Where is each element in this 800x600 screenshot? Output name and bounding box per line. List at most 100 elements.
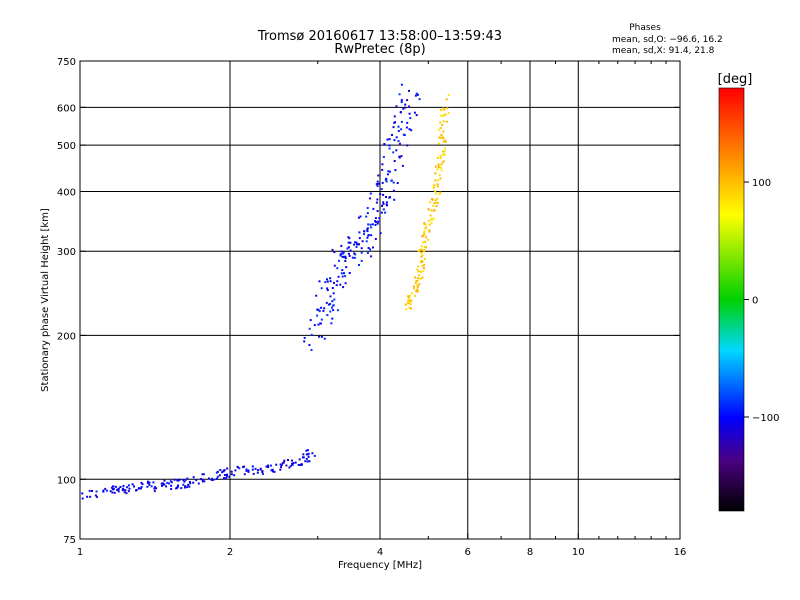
data-point <box>414 282 417 285</box>
data-point <box>435 201 438 204</box>
data-point <box>342 286 345 289</box>
data-point <box>377 220 380 223</box>
x-tick-label: 16 <box>674 547 687 558</box>
data-point <box>313 454 316 457</box>
data-point <box>393 160 396 162</box>
data-point <box>415 290 418 293</box>
data-point <box>429 214 432 217</box>
data-point <box>223 469 226 472</box>
info-heading: Phases <box>629 23 661 33</box>
data-point <box>376 222 379 225</box>
axis-ticks: 1 2 4 6 8 10 16 75 100 200 300 400 500 600 750 <box>57 57 686 558</box>
data-point <box>420 245 423 248</box>
data-point <box>434 199 437 202</box>
data-point <box>163 483 166 486</box>
data-point <box>267 464 270 467</box>
data-point <box>216 475 219 478</box>
data-point <box>384 211 387 214</box>
data-point <box>212 478 215 481</box>
data-point <box>113 491 116 494</box>
data-point <box>430 217 433 220</box>
y-tick-label: 750 <box>57 57 76 68</box>
data-point <box>442 137 445 140</box>
data-point <box>257 469 259 472</box>
data-point <box>423 233 426 236</box>
data-point <box>377 174 380 177</box>
y-tick-label: 400 <box>57 187 76 198</box>
data-point <box>189 481 191 483</box>
data-point <box>445 120 448 123</box>
data-point <box>447 112 450 115</box>
data-point <box>397 140 400 143</box>
data-point <box>135 489 137 492</box>
data-point <box>311 452 314 455</box>
data-point <box>331 306 333 309</box>
data-point <box>117 490 120 493</box>
data-point <box>375 201 378 204</box>
data-point <box>406 99 409 102</box>
data-point <box>330 322 333 325</box>
data-point <box>388 147 391 150</box>
data-point <box>409 117 412 120</box>
data-point <box>410 299 413 302</box>
data-point <box>441 153 444 156</box>
data-point <box>353 243 356 246</box>
data-point <box>408 105 411 108</box>
data-point <box>418 248 421 251</box>
data-point <box>379 193 382 196</box>
data-point <box>302 453 305 456</box>
data-point <box>422 241 425 244</box>
data-point <box>416 268 419 271</box>
data-point <box>316 308 319 311</box>
data-point <box>111 488 114 491</box>
data-point <box>289 465 292 468</box>
data-point <box>161 482 164 485</box>
data-point <box>230 473 233 476</box>
data-point <box>423 249 426 251</box>
data-point <box>434 165 437 168</box>
data-point <box>436 183 439 186</box>
data-point <box>409 307 412 310</box>
y-axis-label: Stationary phase Virtual Height [km] <box>40 208 51 392</box>
data-point <box>192 481 195 484</box>
data-point <box>154 486 156 488</box>
data-point <box>388 144 391 147</box>
data-point <box>288 466 291 469</box>
data-point <box>228 475 231 478</box>
data-point <box>208 477 210 480</box>
data-point <box>357 243 360 246</box>
data-point <box>381 181 384 184</box>
data-point <box>298 458 301 461</box>
data-point <box>306 449 309 452</box>
data-point <box>400 101 403 104</box>
data-point <box>81 497 84 500</box>
data-point <box>186 486 189 489</box>
data-point <box>398 156 401 159</box>
data-point <box>271 470 274 473</box>
data-point <box>432 186 435 189</box>
data-point <box>303 340 306 343</box>
data-point <box>165 485 168 488</box>
data-point <box>347 241 350 244</box>
info-line-x: mean, sd,X: 91.4, 21.8 <box>612 46 715 56</box>
data-point <box>397 130 400 132</box>
data-point <box>408 128 411 131</box>
data-point <box>333 251 336 254</box>
data-point <box>275 463 278 466</box>
data-point <box>291 459 293 462</box>
data-point <box>438 136 441 139</box>
data-point <box>411 292 414 295</box>
data-point <box>444 113 447 116</box>
data-point <box>385 180 388 183</box>
data-point <box>366 212 369 215</box>
data-point <box>326 278 328 281</box>
data-point <box>416 286 419 289</box>
colorbar-tick-label: 0 <box>752 296 758 307</box>
data-point <box>331 287 334 289</box>
data-point <box>360 247 363 250</box>
data-point <box>379 232 382 235</box>
data-point <box>421 260 424 263</box>
data-point <box>363 230 366 233</box>
colorbar-tick-label: −100 <box>752 413 779 424</box>
data-point <box>230 470 233 473</box>
